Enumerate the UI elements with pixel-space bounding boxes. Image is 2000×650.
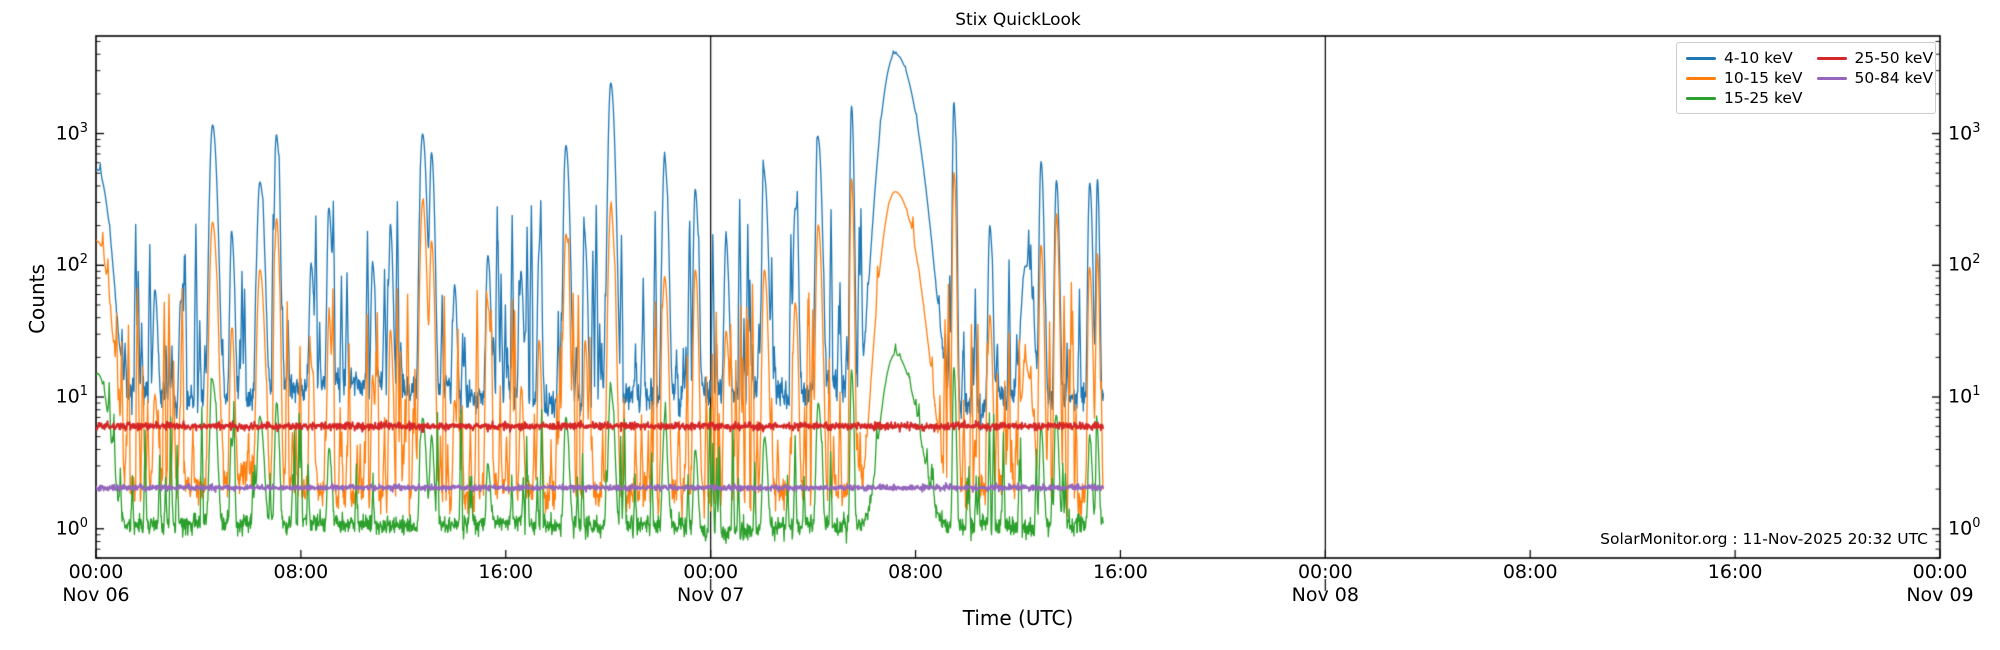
x-tick-label: 08:00 bbox=[1502, 561, 1558, 583]
legend-item: 25-50 keV bbox=[1816, 49, 1934, 67]
y-tick-label-right: 103 bbox=[1948, 120, 1981, 144]
x-tick-label: 00:00 bbox=[1297, 561, 1353, 583]
x-tick-label: 16:00 bbox=[478, 561, 534, 583]
chart-title: Stix QuickLook bbox=[955, 10, 1081, 30]
legend: 4-10 keV 10-15 keV 15-25 keV 25-50 keV 5… bbox=[1676, 42, 1936, 114]
legend-line-swatch-15-25kev bbox=[1686, 96, 1716, 100]
legend-label: 25-50 keV bbox=[1854, 49, 1934, 67]
y-tick-label-left: 103 bbox=[55, 120, 88, 144]
legend-line-swatch-4-10kev bbox=[1686, 56, 1716, 60]
y-tick-label-right: 101 bbox=[1948, 384, 1981, 408]
x-axis-title: Time (UTC) bbox=[962, 606, 1074, 630]
legend-label: 10-15 keV bbox=[1724, 69, 1803, 87]
y-tick-label-left: 101 bbox=[55, 384, 88, 408]
legend-item: 4-10 keV bbox=[1686, 49, 1803, 67]
y-tick-label-right: 102 bbox=[1948, 252, 1981, 276]
x-tick-label: 16:00 bbox=[1707, 561, 1763, 583]
x-tick-label: 00:00 bbox=[68, 561, 124, 583]
x-day-label: Nov 09 bbox=[1906, 584, 1974, 606]
legend-line-swatch-25-50kev bbox=[1816, 56, 1847, 60]
legend-label: 4-10 keV bbox=[1724, 49, 1793, 67]
legend-label: 15-25 keV bbox=[1724, 89, 1803, 107]
y-tick-label-left: 102 bbox=[55, 252, 88, 276]
x-tick-label: 00:00 bbox=[1912, 561, 1968, 583]
x-day-label: Nov 08 bbox=[1291, 584, 1359, 606]
x-tick-label: 00:00 bbox=[683, 561, 739, 583]
x-tick-label: 08:00 bbox=[273, 561, 329, 583]
legend-item: 10-15 keV bbox=[1686, 69, 1803, 87]
x-day-label: Nov 06 bbox=[62, 584, 130, 606]
legend-item: 50-84 keV bbox=[1816, 69, 1934, 87]
y-tick-label-left: 100 bbox=[55, 515, 88, 540]
legend-line-swatch-50-84kev bbox=[1816, 76, 1847, 80]
legend-label: 50-84 keV bbox=[1854, 69, 1934, 87]
source-watermark: SolarMonitor.org : 11-Nov-2025 20:32 UTC bbox=[1600, 530, 1928, 548]
legend-item: 15-25 keV bbox=[1686, 89, 1803, 107]
x-tick-label: 08:00 bbox=[888, 561, 943, 583]
x-tick-label: 16:00 bbox=[1093, 561, 1148, 583]
y-tick-label-right: 100 bbox=[1948, 515, 1981, 540]
legend-line-swatch-10-15kev bbox=[1686, 76, 1716, 80]
x-day-label: Nov 07 bbox=[677, 584, 745, 606]
